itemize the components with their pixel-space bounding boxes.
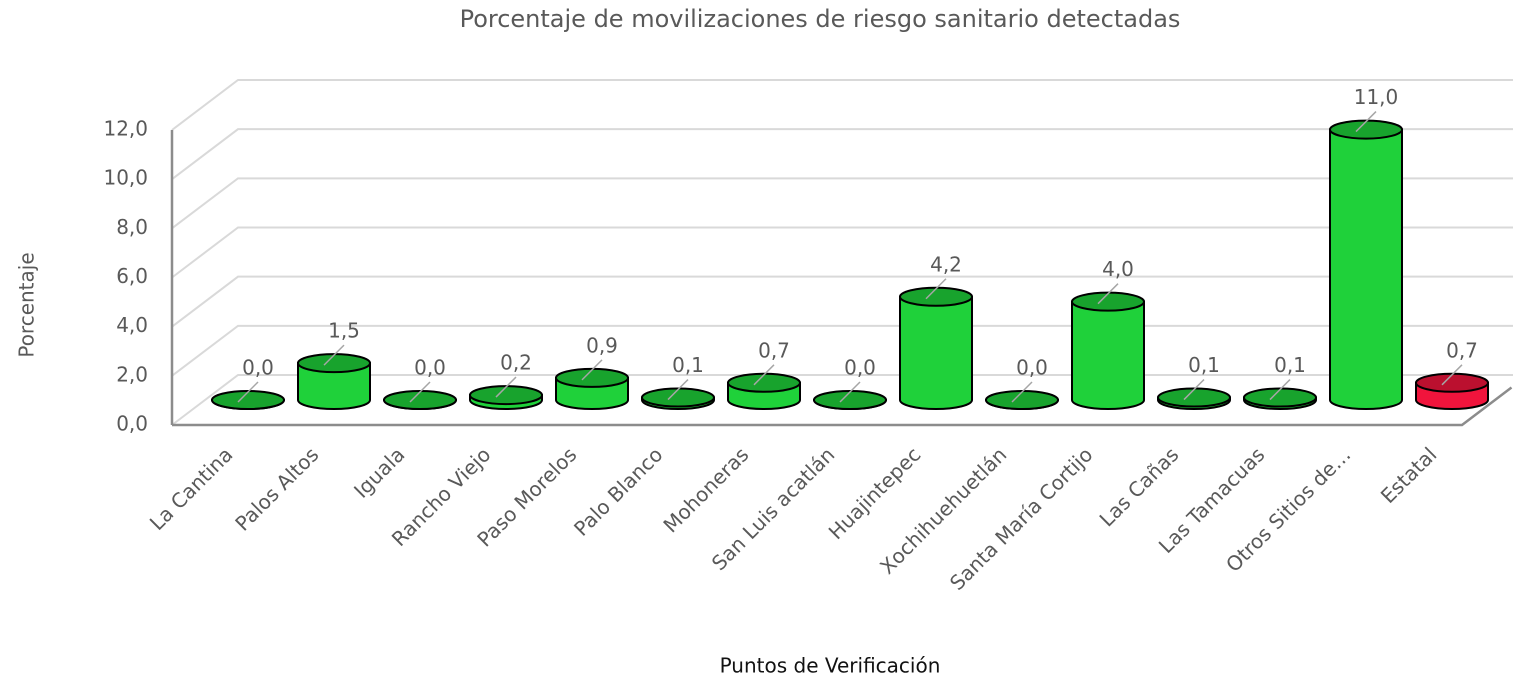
label-leader bbox=[925, 278, 947, 300]
y-tick-label: 4,0 bbox=[116, 313, 148, 337]
value-label: 4,0 bbox=[1102, 257, 1134, 281]
value-label: 0,1 bbox=[1188, 353, 1220, 377]
label-leader bbox=[1441, 364, 1463, 386]
grid-line bbox=[171, 79, 1513, 131]
y-tick-label: 0,0 bbox=[116, 412, 148, 436]
floor bbox=[172, 386, 1513, 427]
value-label: 0,7 bbox=[1446, 338, 1478, 362]
bar-top bbox=[985, 390, 1059, 410]
label-leader bbox=[1355, 111, 1377, 133]
x-tick-label: Las Cañas bbox=[1095, 442, 1184, 531]
label-leader bbox=[237, 381, 259, 403]
bar-top bbox=[1157, 387, 1231, 408]
value-label: 0,1 bbox=[672, 353, 704, 377]
y-axis-title: Porcentaje bbox=[15, 252, 39, 357]
label-leader bbox=[323, 344, 345, 366]
y-tick-label: 12,0 bbox=[103, 117, 148, 141]
bar-top bbox=[1243, 387, 1317, 408]
label-leader bbox=[839, 381, 861, 403]
value-label: 0,0 bbox=[242, 356, 274, 380]
grid-line bbox=[171, 128, 1513, 180]
value-label: 0,0 bbox=[1016, 356, 1048, 380]
bar-body bbox=[1329, 128, 1403, 410]
value-label: 1,5 bbox=[328, 319, 360, 343]
value-label: 0,0 bbox=[414, 356, 446, 380]
label-leader bbox=[1183, 379, 1205, 401]
bar-top bbox=[1415, 372, 1489, 393]
grid-line bbox=[171, 275, 1513, 328]
grid-line bbox=[171, 177, 1513, 230]
bar-top bbox=[469, 385, 543, 406]
bar-top bbox=[297, 353, 371, 374]
value-label: 0,1 bbox=[1274, 353, 1306, 377]
x-tick-label: Palos Altos bbox=[230, 442, 323, 535]
value-label: 4,2 bbox=[930, 252, 962, 276]
bar-top bbox=[899, 286, 973, 307]
value-label: 0,2 bbox=[500, 351, 532, 375]
label-leader bbox=[667, 379, 689, 401]
x-tick-label: Santa María Cortijo bbox=[945, 442, 1097, 594]
label-leader bbox=[581, 359, 603, 381]
label-leader bbox=[753, 364, 775, 386]
y-tick-label: 10,0 bbox=[103, 166, 148, 190]
x-tick-label: Palo Blanco bbox=[569, 442, 667, 540]
bar-top bbox=[813, 390, 887, 410]
y-tick-label: 8,0 bbox=[116, 215, 148, 239]
grid-line bbox=[171, 226, 1513, 279]
label-leader bbox=[1097, 283, 1119, 305]
label-leader bbox=[409, 381, 431, 403]
x-tick-label: Estatal bbox=[1376, 442, 1442, 508]
value-label: 0,9 bbox=[586, 333, 618, 357]
chart-title: Porcentaje de movilizaciones de riesgo s… bbox=[460, 5, 1181, 33]
label-leader bbox=[1269, 379, 1291, 401]
bar-body bbox=[1071, 300, 1145, 410]
x-tick-label: Iguala bbox=[349, 442, 409, 502]
x-axis-title: Puntos de Verificación bbox=[720, 654, 941, 678]
bar-body bbox=[297, 362, 371, 410]
label-leader bbox=[495, 376, 517, 398]
x-tick-label: Mohoneras bbox=[658, 442, 753, 537]
bar-body bbox=[899, 295, 973, 410]
bar-top bbox=[641, 387, 715, 408]
bar-top bbox=[211, 390, 285, 410]
value-label: 11,0 bbox=[1354, 85, 1399, 109]
grid-line bbox=[171, 324, 1513, 377]
value-label: 0,7 bbox=[758, 338, 790, 362]
bar-top bbox=[1071, 291, 1145, 312]
bar-top bbox=[727, 372, 801, 393]
y-tick-label: 2,0 bbox=[116, 362, 148, 386]
x-tick-label: La Cantina bbox=[145, 442, 238, 535]
y-tick-label: 6,0 bbox=[116, 264, 148, 288]
value-label: 0,0 bbox=[844, 356, 876, 380]
bar-top bbox=[383, 390, 457, 410]
label-leader bbox=[1011, 381, 1033, 403]
bar-top bbox=[555, 367, 629, 388]
bar-top bbox=[1329, 119, 1403, 140]
